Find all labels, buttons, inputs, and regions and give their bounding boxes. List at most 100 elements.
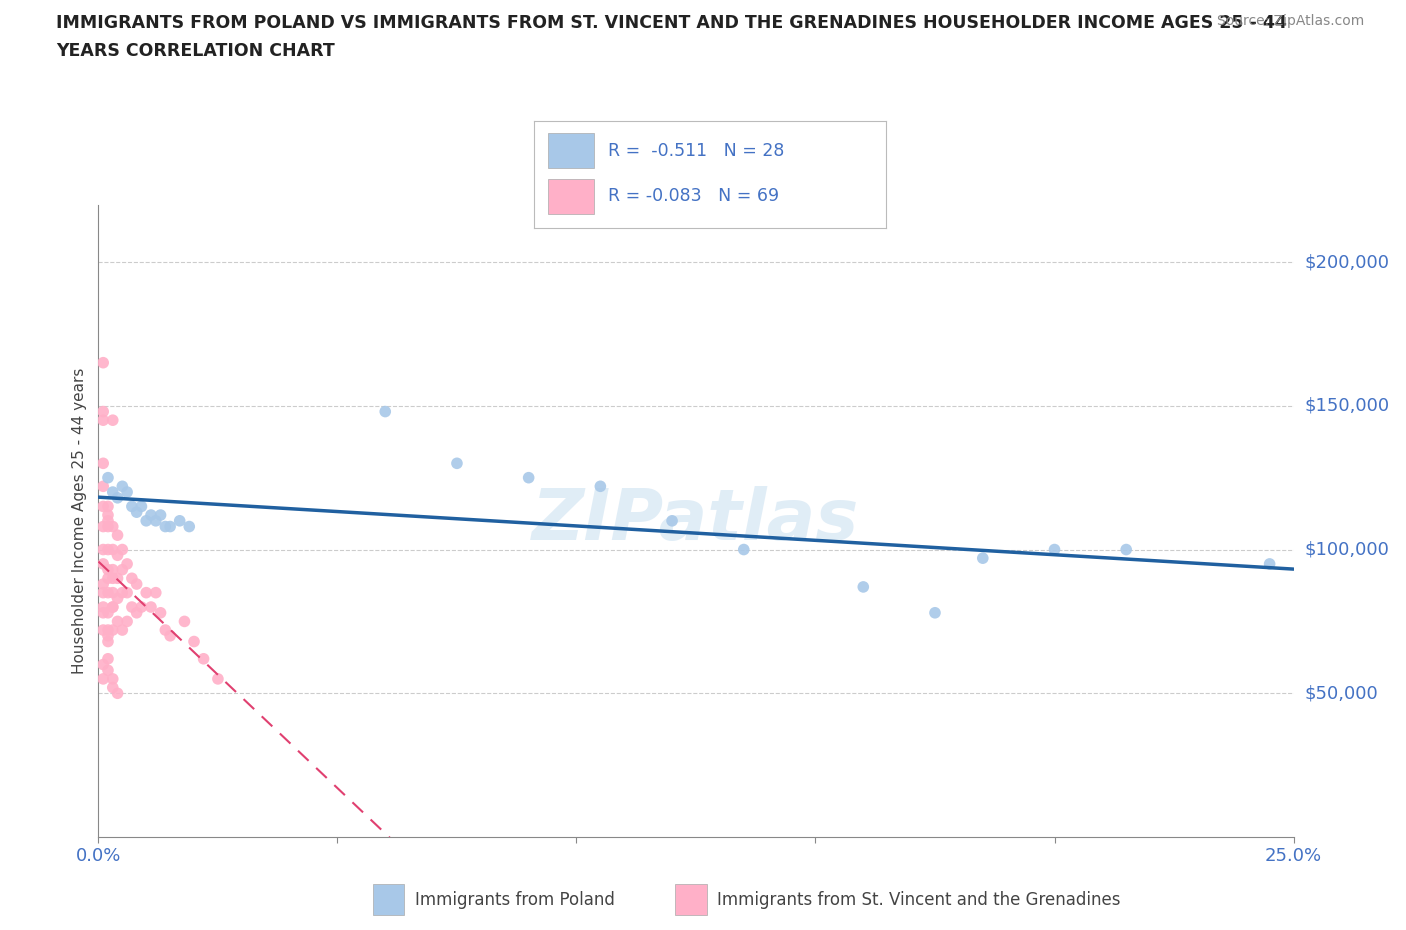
- Point: [111, 585, 134, 600]
- Point: [97, 508, 120, 523]
- Point: [121, 600, 143, 615]
- Point: [179, 519, 201, 534]
- Point: [852, 579, 875, 594]
- Point: [446, 456, 468, 471]
- Text: R = -0.083   N = 69: R = -0.083 N = 69: [609, 187, 779, 205]
- Point: [135, 585, 157, 600]
- Y-axis label: Householder Income Ages 25 - 44 years: Householder Income Ages 25 - 44 years: [72, 367, 87, 674]
- Text: Immigrants from St. Vincent and the Grenadines: Immigrants from St. Vincent and the Gren…: [717, 891, 1121, 909]
- Point: [107, 527, 129, 542]
- Point: [173, 614, 195, 629]
- Point: [91, 658, 114, 672]
- Point: [149, 508, 172, 523]
- Point: [91, 405, 114, 419]
- Point: [101, 563, 124, 578]
- Point: [107, 685, 129, 700]
- Point: [91, 622, 114, 637]
- Point: [97, 563, 120, 578]
- Point: [733, 542, 755, 557]
- Point: [207, 671, 229, 686]
- Text: $150,000: $150,000: [1305, 397, 1389, 415]
- Point: [107, 548, 129, 563]
- Point: [97, 585, 120, 600]
- Point: [155, 622, 177, 637]
- Point: [125, 505, 148, 520]
- Point: [97, 542, 120, 557]
- Point: [924, 605, 946, 620]
- Text: ZIPatlas: ZIPatlas: [533, 486, 859, 555]
- Point: [169, 513, 191, 528]
- Point: [193, 651, 215, 666]
- Point: [149, 605, 172, 620]
- Point: [101, 622, 124, 637]
- Text: Source: ZipAtlas.com: Source: ZipAtlas.com: [1216, 14, 1364, 28]
- Bar: [373, 884, 405, 915]
- Point: [91, 456, 114, 471]
- Point: [111, 542, 134, 557]
- Point: [97, 513, 120, 528]
- Point: [131, 499, 153, 514]
- Point: [121, 571, 143, 586]
- Point: [97, 519, 120, 534]
- Point: [97, 634, 120, 649]
- Point: [183, 634, 205, 649]
- Point: [101, 585, 124, 600]
- Point: [111, 622, 134, 637]
- Point: [125, 577, 148, 591]
- Bar: [675, 884, 707, 915]
- Point: [121, 499, 143, 514]
- Point: [125, 605, 148, 620]
- Text: $100,000: $100,000: [1305, 540, 1389, 559]
- Point: [91, 479, 114, 494]
- Point: [135, 513, 157, 528]
- Point: [101, 519, 124, 534]
- Point: [101, 600, 124, 615]
- Text: $200,000: $200,000: [1305, 253, 1389, 271]
- Point: [374, 405, 396, 419]
- Bar: [548, 133, 593, 168]
- Point: [91, 519, 114, 534]
- Point: [97, 622, 120, 637]
- Text: Immigrants from Poland: Immigrants from Poland: [415, 891, 614, 909]
- Point: [111, 563, 134, 578]
- Point: [91, 556, 114, 571]
- Point: [97, 651, 120, 666]
- Point: [1115, 542, 1137, 557]
- Point: [115, 585, 138, 600]
- Point: [101, 680, 124, 695]
- Point: [91, 499, 114, 514]
- Text: YEARS CORRELATION CHART: YEARS CORRELATION CHART: [56, 42, 335, 60]
- Point: [101, 413, 124, 428]
- Point: [115, 556, 138, 571]
- Point: [111, 479, 134, 494]
- Point: [139, 600, 162, 615]
- Point: [101, 671, 124, 686]
- Point: [91, 577, 114, 591]
- Point: [91, 542, 114, 557]
- Point: [159, 519, 181, 534]
- Point: [107, 591, 129, 605]
- Point: [159, 629, 181, 644]
- Bar: [548, 179, 593, 214]
- Point: [115, 485, 138, 499]
- Point: [91, 600, 114, 615]
- Point: [107, 571, 129, 586]
- Point: [97, 605, 120, 620]
- Point: [139, 508, 162, 523]
- Point: [91, 413, 114, 428]
- Point: [115, 614, 138, 629]
- Point: [97, 629, 120, 644]
- Point: [107, 614, 129, 629]
- Point: [91, 355, 114, 370]
- Text: $50,000: $50,000: [1305, 684, 1378, 702]
- Point: [145, 513, 167, 528]
- Point: [517, 471, 540, 485]
- Point: [155, 519, 177, 534]
- Point: [97, 471, 120, 485]
- Point: [972, 551, 994, 565]
- Point: [145, 585, 167, 600]
- Text: IMMIGRANTS FROM POLAND VS IMMIGRANTS FROM ST. VINCENT AND THE GRENADINES HOUSEHO: IMMIGRANTS FROM POLAND VS IMMIGRANTS FRO…: [56, 14, 1286, 32]
- Point: [107, 490, 129, 505]
- Point: [91, 605, 114, 620]
- Point: [97, 663, 120, 678]
